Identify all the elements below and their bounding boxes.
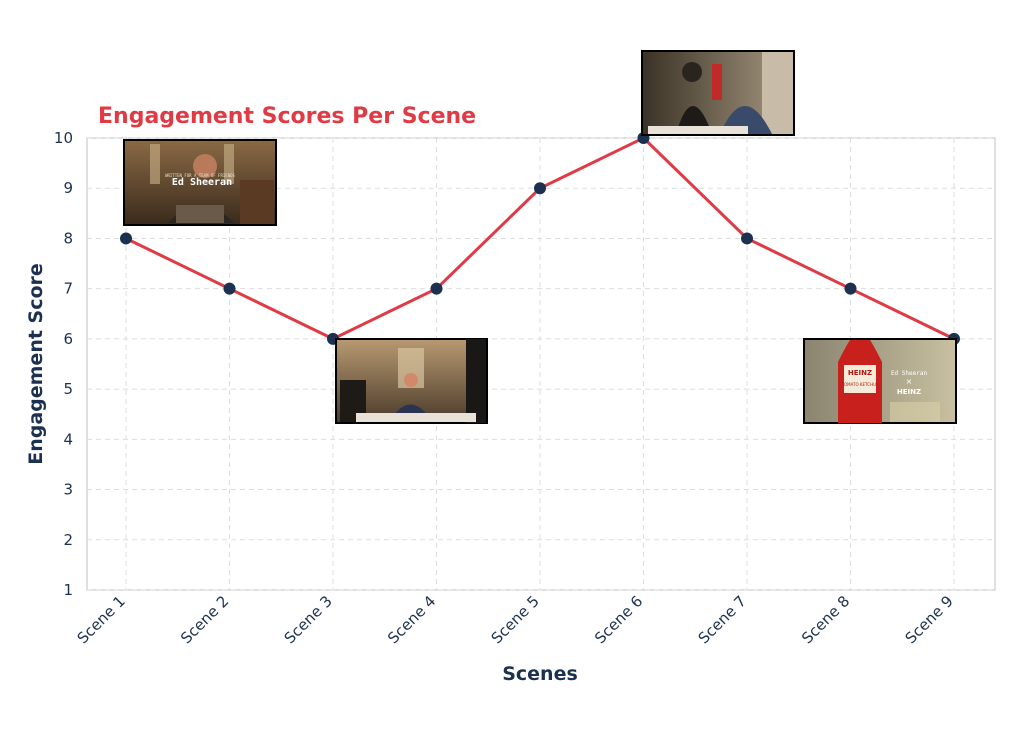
y-tick-label: 1 bbox=[63, 581, 73, 599]
y-axis-title: Engagement Score bbox=[25, 263, 47, 465]
data-point bbox=[534, 182, 546, 195]
y-tick-label: 4 bbox=[63, 430, 73, 448]
data-point bbox=[741, 232, 753, 245]
x-tick-label: Scene 1 bbox=[74, 592, 129, 647]
y-tick-labels: 1 2 3 4 5 6 7 8 9 10 bbox=[54, 129, 73, 599]
x-tick-label: Scene 6 bbox=[591, 592, 646, 647]
data-point bbox=[430, 282, 443, 295]
data-point bbox=[844, 282, 857, 295]
y-tick-label: 2 bbox=[63, 531, 73, 549]
data-point bbox=[223, 282, 236, 295]
scene-6-thumbnail bbox=[641, 50, 795, 136]
collab-line-1: Ed Sheeran bbox=[891, 370, 928, 377]
collab-line-2: HEINZ bbox=[897, 388, 921, 396]
collab-x: × bbox=[906, 377, 913, 386]
x-tick-label: Scene 2 bbox=[177, 592, 232, 647]
x-tick-label: Scene 8 bbox=[798, 592, 853, 647]
x-tick-label: Scene 4 bbox=[384, 592, 439, 647]
y-tick-label: 8 bbox=[63, 229, 73, 247]
x-tick-label: Scene 7 bbox=[695, 592, 750, 647]
y-tick-label: 3 bbox=[63, 481, 73, 499]
scene-1-caption-small: WRITTEN FOR A TEAM OF FRIENDS bbox=[165, 173, 235, 178]
y-tick-label: 10 bbox=[54, 129, 73, 147]
scene-1-caption: Ed Sheeran bbox=[172, 177, 232, 188]
x-tick-label: Scene 3 bbox=[281, 592, 336, 647]
x-tick-labels: Scene 1 Scene 2 Scene 3 Scene 4 Scene 5 Scene… bbox=[74, 592, 957, 647]
scene-1-thumbnail: WRITTEN FOR A TEAM OF FRIENDS Ed Sheeran bbox=[123, 139, 277, 226]
x-tick-label: Scene 9 bbox=[902, 592, 957, 647]
bottle-label-text: TOMATO KETCHUP bbox=[841, 382, 879, 387]
x-axis-title: Scenes bbox=[502, 663, 578, 685]
bottle-brand-text: HEINZ bbox=[848, 369, 872, 377]
y-tick-label: 5 bbox=[63, 380, 73, 398]
y-tick-label: 6 bbox=[63, 330, 73, 348]
chart-title: Engagement Scores Per Scene bbox=[98, 104, 476, 129]
x-tick-label: Scene 5 bbox=[488, 592, 543, 647]
scene-9-thumbnail: HEINZ TOMATO KETCHUP Ed Sheeran × HEINZ bbox=[803, 338, 957, 424]
scene-3-thumbnail bbox=[335, 338, 488, 424]
y-tick-label: 7 bbox=[63, 280, 73, 298]
data-point bbox=[120, 232, 132, 245]
y-tick-label: 9 bbox=[63, 179, 73, 197]
